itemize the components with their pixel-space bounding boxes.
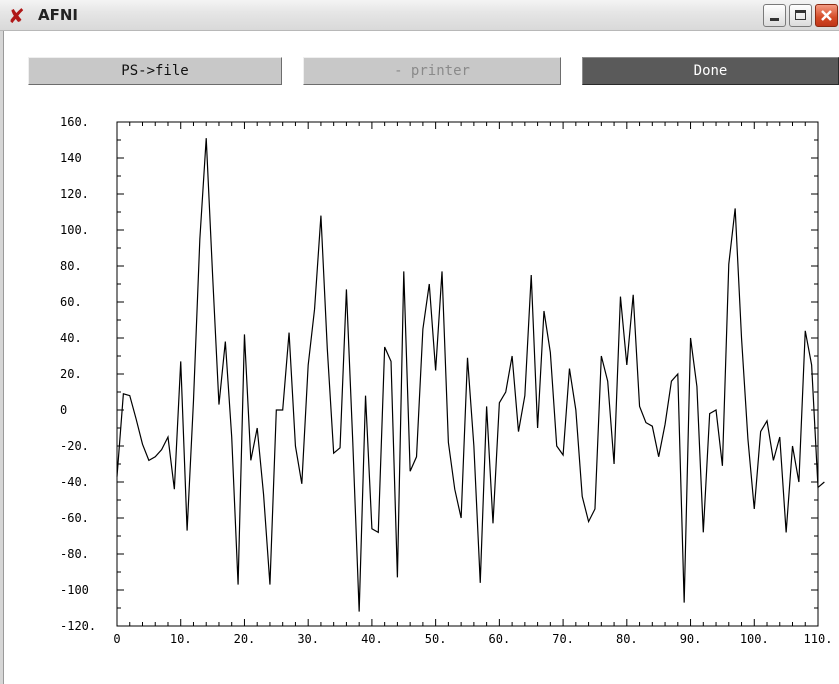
y-tick-label: 120. xyxy=(60,187,89,201)
x-tick-label: 110. xyxy=(804,632,833,646)
y-tick-label: -60. xyxy=(60,511,89,525)
y-tick-labels: 160. 140 120. 100. 80. 60. 40. 20. 0 -20. -40. -60.… xyxy=(60,115,96,633)
y-tick-label: -40. xyxy=(60,475,89,489)
x-tick-label: 80. xyxy=(616,632,638,646)
y-tick-label: 160. xyxy=(60,115,89,129)
ps-file-button[interactable]: PS->file xyxy=(28,57,282,85)
y-tick-label: 80. xyxy=(60,259,82,273)
x-tick-label: 50. xyxy=(425,632,447,646)
afni-x-icon: ✘ xyxy=(8,4,25,28)
window-left-border xyxy=(0,31,4,684)
close-icon xyxy=(821,10,832,21)
y-tick-label: -20. xyxy=(60,439,89,453)
printer-button[interactable]: - printer xyxy=(303,57,561,85)
button-row: PS->file - printer Done xyxy=(4,31,839,93)
title-bar[interactable]: ✘ AFNI xyxy=(0,0,839,31)
window-title: AFNI xyxy=(38,6,78,24)
x-tick-label: 90. xyxy=(680,632,702,646)
minimize-button[interactable] xyxy=(763,4,786,27)
y-tick-label: 100. xyxy=(60,223,89,237)
x-tick-label: 10. xyxy=(170,632,192,646)
y-tick-label: 20. xyxy=(60,367,82,381)
series-line xyxy=(116,138,825,612)
close-button[interactable] xyxy=(815,4,838,27)
maximize-button[interactable] xyxy=(789,4,812,27)
plot-ticks xyxy=(116,121,819,627)
y-tick-label: 60. xyxy=(60,295,82,309)
y-tick-label: 40. xyxy=(60,331,82,345)
x-tick-labels: 0 10. 20. 30. 40. 50. 60. 70. 80. 90. 100. 110. xyxy=(113,632,832,646)
y-tick-label: -120. xyxy=(60,619,96,633)
y-tick-label: -100 xyxy=(60,583,89,597)
x-tick-label: 70. xyxy=(552,632,574,646)
series-lines xyxy=(116,138,825,612)
y-tick-label: 0 xyxy=(60,403,67,417)
maximize-icon xyxy=(795,10,806,20)
x-tick-label: 30. xyxy=(297,632,319,646)
x-tick-label: 100. xyxy=(740,632,769,646)
x-tick-label: 60. xyxy=(489,632,511,646)
x-tick-label: 0 xyxy=(113,632,120,646)
x-tick-label: 20. xyxy=(234,632,256,646)
done-button[interactable]: Done xyxy=(582,57,839,85)
y-tick-label: 140 xyxy=(60,151,82,165)
x-tick-label: 40. xyxy=(361,632,383,646)
y-tick-label: -80. xyxy=(60,547,89,561)
minimize-icon xyxy=(770,18,779,21)
